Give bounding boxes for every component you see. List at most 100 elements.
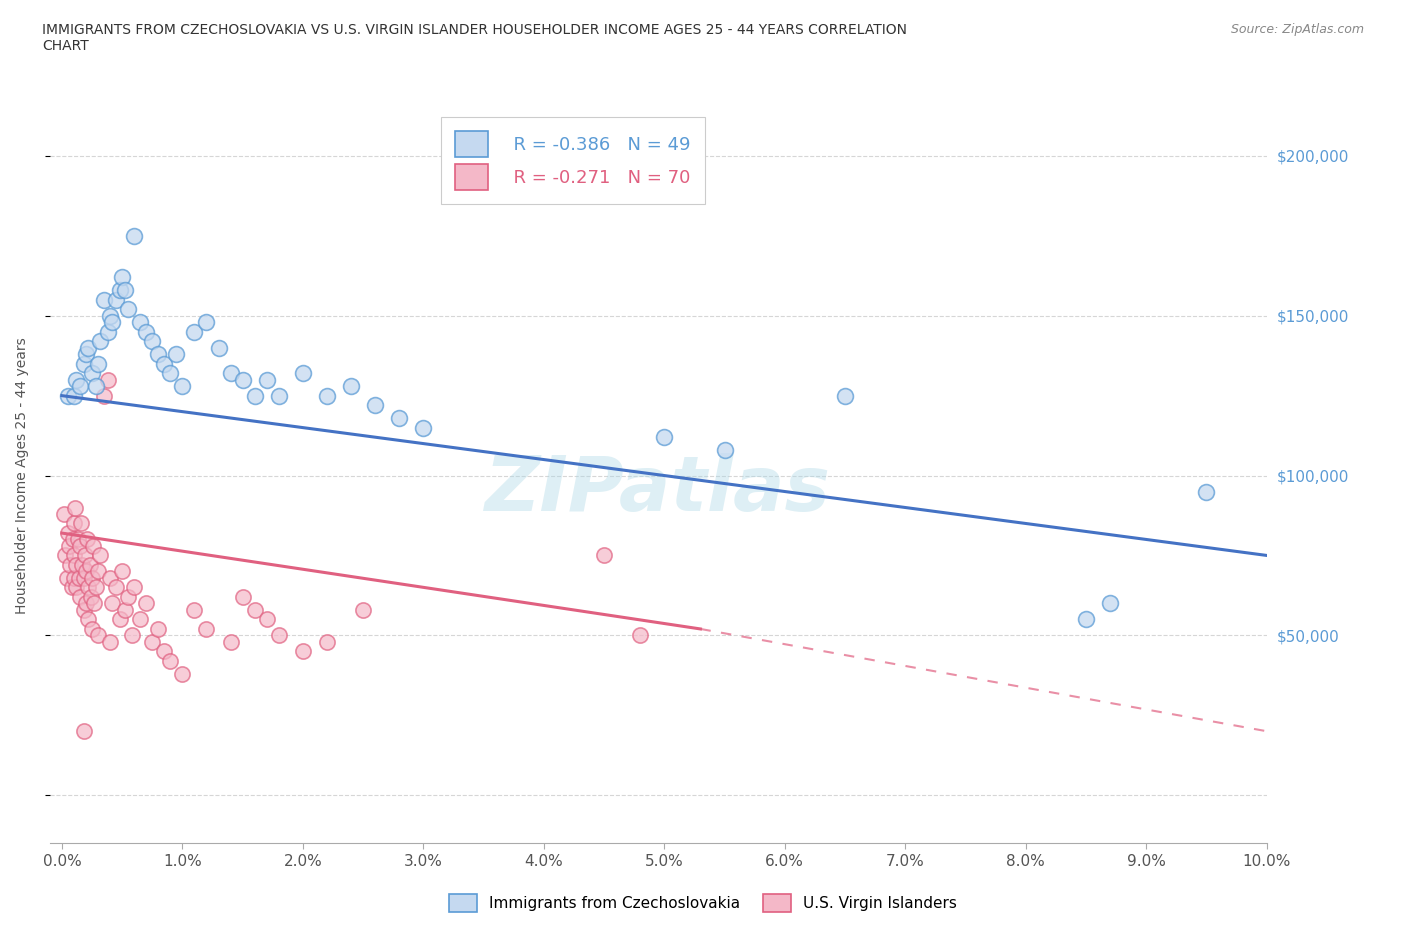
Text: Source: ZipAtlas.com: Source: ZipAtlas.com — [1230, 23, 1364, 36]
Point — [256, 612, 278, 627]
Point — [114, 603, 136, 618]
Point — [98, 309, 121, 324]
Point — [75, 347, 97, 362]
Point — [84, 580, 107, 595]
Point — [101, 314, 124, 329]
Point — [159, 365, 181, 380]
Point — [628, 628, 651, 643]
Point — [364, 398, 387, 413]
Point — [111, 270, 134, 285]
Point — [172, 379, 194, 393]
Point — [122, 580, 145, 595]
Point — [129, 612, 152, 627]
Point — [93, 388, 115, 403]
Point — [834, 388, 856, 403]
Point — [267, 388, 290, 403]
Point — [1195, 485, 1218, 499]
Point — [232, 372, 254, 387]
Point — [77, 580, 100, 595]
Point — [148, 621, 170, 636]
Point — [97, 325, 120, 339]
Point — [122, 229, 145, 244]
Point — [97, 372, 120, 387]
Point — [183, 603, 205, 618]
Point — [65, 580, 87, 595]
Point — [63, 388, 86, 403]
Point — [105, 292, 128, 307]
Point — [55, 570, 77, 585]
Point — [67, 570, 90, 585]
Point — [80, 590, 103, 604]
Point — [232, 590, 254, 604]
Point — [195, 621, 218, 636]
Point — [72, 603, 94, 618]
Point — [121, 628, 143, 643]
Point — [63, 548, 86, 563]
Point — [135, 596, 157, 611]
Point — [79, 558, 101, 573]
Point — [72, 558, 94, 573]
Point — [267, 628, 290, 643]
Point — [63, 570, 86, 585]
Point — [1074, 612, 1097, 627]
Point — [219, 365, 242, 380]
Point — [108, 612, 131, 627]
Point — [72, 356, 94, 371]
Point — [243, 388, 266, 403]
Point — [291, 365, 314, 380]
Point — [256, 372, 278, 387]
Point — [76, 532, 98, 547]
Point — [73, 548, 96, 563]
Point — [148, 347, 170, 362]
Text: IMMIGRANTS FROM CZECHOSLOVAKIA VS U.S. VIRGIN ISLANDER HOUSEHOLDER INCOME AGES 2: IMMIGRANTS FROM CZECHOSLOVAKIA VS U.S. V… — [42, 23, 907, 53]
Point — [172, 666, 194, 681]
Point — [87, 628, 110, 643]
Point — [69, 538, 91, 553]
Point — [153, 356, 176, 371]
Point — [66, 532, 89, 547]
Point — [69, 590, 91, 604]
Legend: Immigrants from Czechoslovakia, U.S. Virgin Islanders: Immigrants from Czechoslovakia, U.S. Vir… — [443, 888, 963, 918]
Point — [93, 292, 115, 307]
Point — [62, 532, 84, 547]
Point — [412, 420, 434, 435]
Point — [58, 538, 80, 553]
Point — [165, 347, 187, 362]
Point — [117, 590, 139, 604]
Point — [219, 634, 242, 649]
Point — [105, 580, 128, 595]
Point — [75, 564, 97, 578]
Point — [291, 644, 314, 658]
Point — [316, 634, 339, 649]
Point — [65, 558, 87, 573]
Point — [89, 334, 111, 349]
Point — [98, 634, 121, 649]
Point — [207, 340, 229, 355]
Point — [141, 634, 163, 649]
Point — [63, 500, 86, 515]
Point — [243, 603, 266, 618]
Point — [56, 525, 79, 540]
Point — [183, 325, 205, 339]
Point — [55, 548, 77, 563]
Point — [1099, 596, 1122, 611]
Point — [114, 283, 136, 298]
Text: ZIPatlas: ZIPatlas — [485, 453, 831, 527]
Point — [72, 570, 94, 585]
Point — [84, 379, 107, 393]
Point — [80, 621, 103, 636]
Point — [141, 334, 163, 349]
Point — [59, 558, 82, 573]
Point — [65, 372, 87, 387]
Point — [108, 283, 131, 298]
Point — [82, 538, 104, 553]
Point — [83, 596, 105, 611]
Point — [70, 516, 93, 531]
Point — [63, 516, 86, 531]
Point — [87, 356, 110, 371]
Point — [388, 410, 411, 425]
Point — [135, 325, 157, 339]
Point — [153, 644, 176, 658]
Point — [159, 654, 181, 669]
Point — [56, 388, 79, 403]
